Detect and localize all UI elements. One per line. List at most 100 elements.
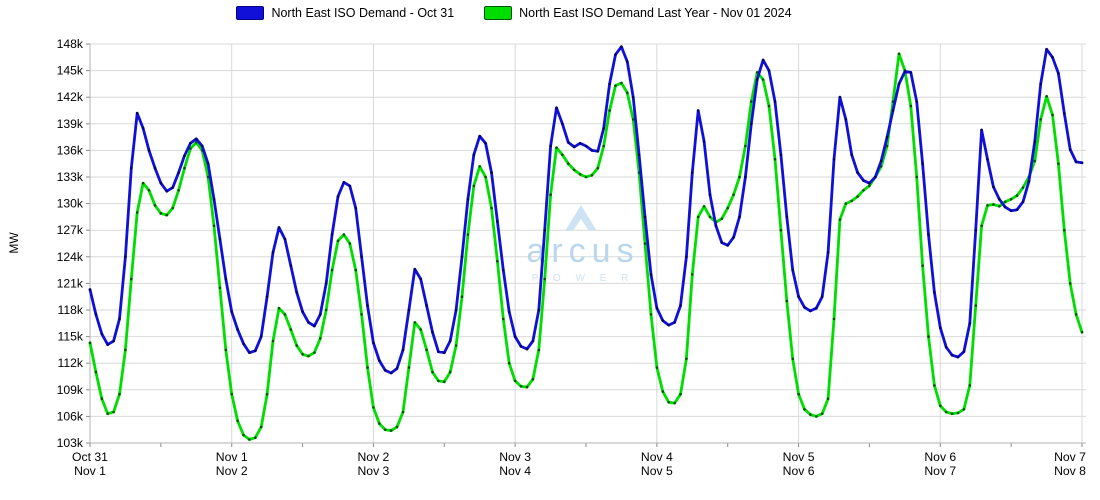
data-point-marker [891,109,895,112]
data-point-marker [561,153,564,157]
data-point-marker [567,141,570,144]
data-point-marker [614,53,617,56]
data-point-marker [141,126,145,130]
data-point-marker [1033,140,1037,143]
legend-swatch-blue-icon [236,6,265,20]
data-point-marker [147,149,151,152]
data-point-marker [431,370,434,374]
data-point-marker [649,273,653,276]
data-point-marker [401,348,405,352]
data-point-marker [608,109,611,112]
data-point-marker [507,310,511,314]
data-point-marker [950,412,954,416]
legend-item-last-year[interactable]: North East ISO Demand Last Year - Nov 01… [484,6,792,20]
data-point-marker [413,267,417,271]
data-point-marker [330,233,334,236]
data-point-marker [195,137,198,141]
data-point-marker [732,193,735,196]
data-point-marker [348,184,352,188]
data-point-marker [726,244,729,247]
data-point-marker [472,184,476,188]
data-point-marker [974,228,977,232]
data-point-marker [744,175,747,179]
data-point-marker [944,345,948,349]
data-point-marker [750,122,753,126]
data-point-marker [200,144,204,148]
data-point-marker [1009,209,1013,212]
data-point-marker [797,392,800,396]
data-point-marker [1068,282,1072,285]
data-point-marker [572,168,576,172]
data-point-marker [448,370,452,374]
data-point-marker [832,317,836,321]
data-point-marker [1015,194,1019,197]
data-point-marker [124,348,127,352]
x-tick-label-current: Nov 3 [499,450,531,464]
data-point-marker [637,153,641,157]
data-point-marker [236,328,239,331]
x-tick-label-lastyear: Nov 3 [358,464,390,478]
data-point-marker [815,415,818,418]
legend-item-current-year[interactable]: North East ISO Demand - Oct 31 [236,6,454,20]
data-point-marker [206,175,210,179]
data-point-marker [254,436,257,440]
data-point-marker [826,251,830,254]
watermark-sub: P O W E R [532,273,635,284]
data-point-marker [153,204,157,207]
data-point-marker [189,147,192,150]
legend-swatch-green-icon [484,6,513,20]
x-tick-label-current: Nov 4 [641,450,673,464]
data-point-marker [189,142,192,145]
data-point-marker [490,171,493,174]
data-point-marker [543,277,546,281]
data-point-marker [897,82,901,86]
data-point-marker [496,259,499,263]
x-tick-label-current: Nov 1 [216,450,248,464]
data-point-marker [135,111,139,115]
data-point-marker [118,392,121,396]
data-point-marker [324,282,328,285]
data-point-marker [94,313,98,316]
data-point-marker [820,412,824,416]
data-point-marker [496,220,499,223]
data-point-marker [289,264,293,268]
data-point-marker [277,226,281,229]
data-point-marker [236,419,239,423]
data-point-marker [614,84,617,87]
data-point-marker [909,104,913,108]
data-point-marker [1080,330,1084,334]
y-tick-label: 115k [57,330,83,344]
data-point-marker [324,308,328,312]
data-point-marker [567,162,570,165]
data-point-marker [118,317,121,321]
data-point-marker [1039,118,1042,121]
data-point-marker [986,204,989,207]
data-point-marker [702,205,706,208]
data-point-marker [962,408,966,411]
data-point-marker [602,126,605,130]
y-tick-label: 130k [57,197,84,211]
legend-label-current-year: North East ISO Demand - Oct 31 [271,6,455,20]
data-point-marker [696,109,700,112]
data-point-marker [832,158,836,161]
data-point-marker [336,239,340,243]
data-point-marker [779,228,783,232]
data-point-marker [141,181,145,185]
data-point-marker [596,150,600,153]
data-point-marker [307,321,310,324]
y-tick-label: 109k [57,383,84,397]
data-point-marker [732,236,735,239]
y-tick-label: 145k [57,64,84,78]
data-point-marker [626,60,629,63]
data-point-marker [631,118,635,121]
data-point-marker [1015,208,1019,212]
data-point-marker [295,291,299,294]
data-point-marker [986,158,989,161]
data-point-marker [301,310,304,314]
series-line-current-year [88,45,1084,375]
data-point-marker [980,128,983,132]
x-tick-label-current: Oct 31 [72,450,108,464]
data-point-marker [643,215,647,219]
data-point-marker [313,324,316,328]
data-point-marker [744,144,747,148]
